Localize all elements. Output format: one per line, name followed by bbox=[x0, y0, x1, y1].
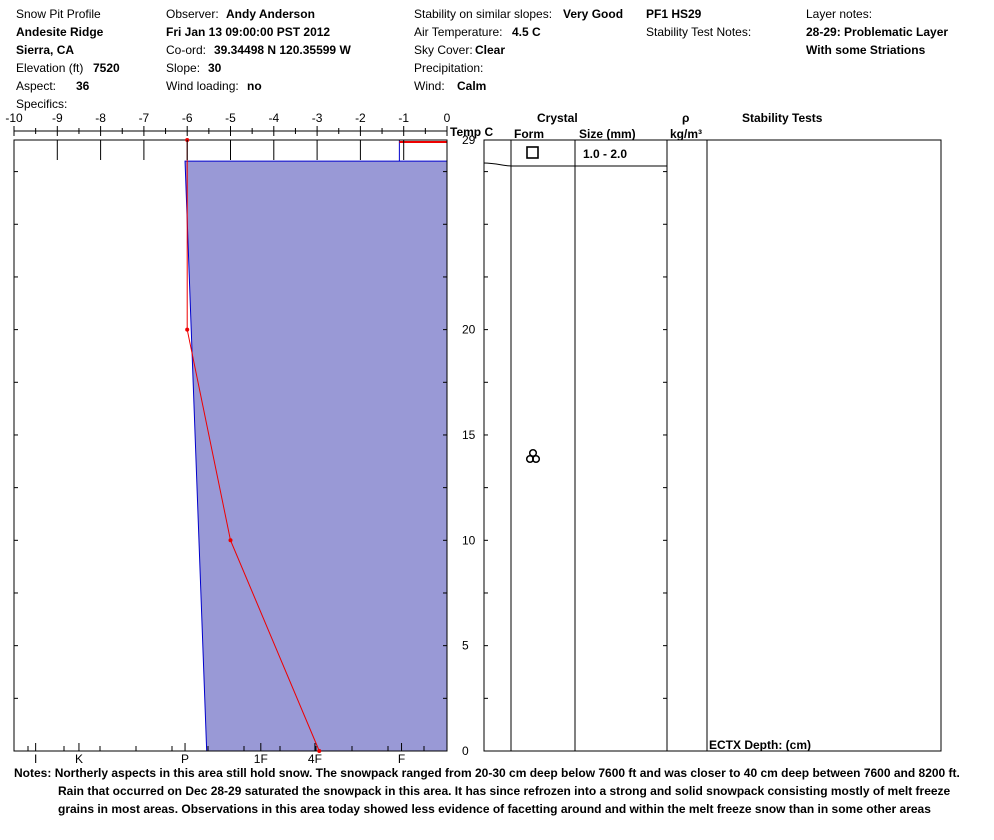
sky-label: Sky Cover: bbox=[414, 43, 473, 57]
faceted-square-icon bbox=[526, 146, 539, 159]
wind-loading-value: no bbox=[247, 79, 262, 93]
stability-value: Very Good bbox=[563, 7, 624, 21]
temp-tick-label: -2 bbox=[355, 111, 366, 125]
temp-tick-label: -4 bbox=[268, 111, 279, 125]
elevation-label: Elevation (ft) bbox=[16, 61, 84, 75]
notes-line2: Rain that occurred on Dec 28-29 saturate… bbox=[58, 784, 951, 798]
layer-notes-line2: With some Striations bbox=[806, 43, 926, 57]
slope-label: Slope: bbox=[166, 61, 201, 75]
wind-loading-label: Wind loading: bbox=[166, 79, 239, 93]
density-unit-header: kg/m³ bbox=[670, 127, 703, 141]
notes-line3: grains in most areas. Observations in th… bbox=[58, 802, 931, 816]
stability-tests-header: Stability Tests bbox=[742, 111, 823, 125]
hardness-tick-label: I bbox=[34, 752, 37, 766]
form-header: Form bbox=[514, 127, 544, 141]
hardness-area bbox=[184, 139, 448, 752]
wind-value: Calm bbox=[457, 79, 487, 93]
layer-boundary-28 bbox=[483, 162, 667, 167]
location-name: Andesite Ridge bbox=[16, 25, 104, 39]
temp-tick-label: -6 bbox=[182, 111, 193, 125]
temperature-point bbox=[185, 327, 190, 332]
notes-label: Notes: bbox=[14, 766, 52, 780]
stability-notes-label: Stability Test Notes: bbox=[646, 25, 752, 39]
melt-freeze-grain bbox=[531, 454, 541, 464]
coord-value: 39.34498 N 120.35599 W bbox=[214, 43, 351, 57]
rho-header: ρ bbox=[682, 111, 690, 125]
region-name: Sierra, CA bbox=[16, 43, 75, 57]
observer-value: Andy Anderson bbox=[226, 7, 315, 21]
temp-tick-label: -1 bbox=[398, 111, 409, 125]
crystal-header: Crystal bbox=[537, 111, 578, 125]
air-temp-label: Air Temperature: bbox=[414, 25, 503, 39]
temperature-line bbox=[186, 140, 320, 752]
pit-title: Snow Pit Profile bbox=[16, 7, 101, 21]
temp-tick-label: -8 bbox=[95, 111, 106, 125]
sky-value: Clear bbox=[475, 43, 506, 57]
temperature-point bbox=[228, 538, 233, 543]
specifics-label: Specifics: bbox=[16, 97, 68, 111]
stability-test-result: ECTX Depth: (cm) bbox=[709, 738, 811, 752]
precip-label: Precipitation: bbox=[414, 61, 484, 75]
depth-tick-label: 20 bbox=[462, 323, 476, 337]
coord-label: Co-ord: bbox=[166, 43, 207, 57]
hardness-tick-label: P bbox=[181, 752, 189, 766]
temp-tick-label: -9 bbox=[52, 111, 63, 125]
aspect-value: 36 bbox=[76, 79, 90, 93]
temperature-point bbox=[317, 749, 322, 753]
notes-line1: Northerly aspects in this area still hol… bbox=[54, 766, 960, 780]
temp-axis-label: Temp C bbox=[450, 125, 494, 139]
layer-notes-label: Layer notes: bbox=[806, 7, 873, 21]
temperature-profile bbox=[185, 138, 322, 753]
hardness-tick-label: F bbox=[398, 752, 405, 766]
slope-value: 30 bbox=[208, 61, 222, 75]
size-header: Size (mm) bbox=[579, 127, 636, 141]
aspect-label: Aspect: bbox=[16, 79, 57, 93]
hardness-tick-label: K bbox=[75, 752, 83, 766]
melt-freeze-icon bbox=[525, 448, 541, 464]
pf-hs-label: PF1 HS29 bbox=[646, 7, 702, 21]
temp-tick-label: 0 bbox=[444, 111, 451, 125]
hardness-tick-label: 1F bbox=[254, 752, 268, 766]
temp-tick-label: -10 bbox=[5, 111, 23, 125]
hardness-profile bbox=[184, 139, 448, 752]
crystal-table-border bbox=[483, 139, 942, 752]
air-temp-value: 4.5 C bbox=[512, 25, 541, 39]
wind-label: Wind: bbox=[414, 79, 445, 93]
depth-tick-label: 10 bbox=[462, 533, 476, 547]
temp-tick-label: -3 bbox=[312, 111, 323, 125]
pit-notes: Notes: Northerly aspects in this area st… bbox=[14, 764, 974, 818]
observation-datetime: Fri Jan 13 09:00:00 PST 2012 bbox=[166, 25, 331, 39]
layer-notes-line1: 28-29: Problematic Layer bbox=[806, 25, 949, 39]
stability-label: Stability on similar slopes: bbox=[414, 7, 553, 21]
observer-label: Observer: bbox=[166, 7, 219, 21]
layer-size-29: 1.0 - 2.0 bbox=[583, 147, 628, 161]
depth-tick-label: 15 bbox=[462, 428, 476, 442]
temp-tick-label: -5 bbox=[225, 111, 236, 125]
hardness-tick-label: 4F bbox=[308, 752, 322, 766]
depth-tick-label: 0 bbox=[462, 744, 469, 758]
depth-tick-label: 5 bbox=[462, 639, 469, 653]
crystal-table bbox=[483, 139, 942, 752]
elevation-value: 7520 bbox=[93, 61, 120, 75]
temp-tick-label: -7 bbox=[139, 111, 150, 125]
depth-tick-label: 29 bbox=[462, 133, 476, 147]
